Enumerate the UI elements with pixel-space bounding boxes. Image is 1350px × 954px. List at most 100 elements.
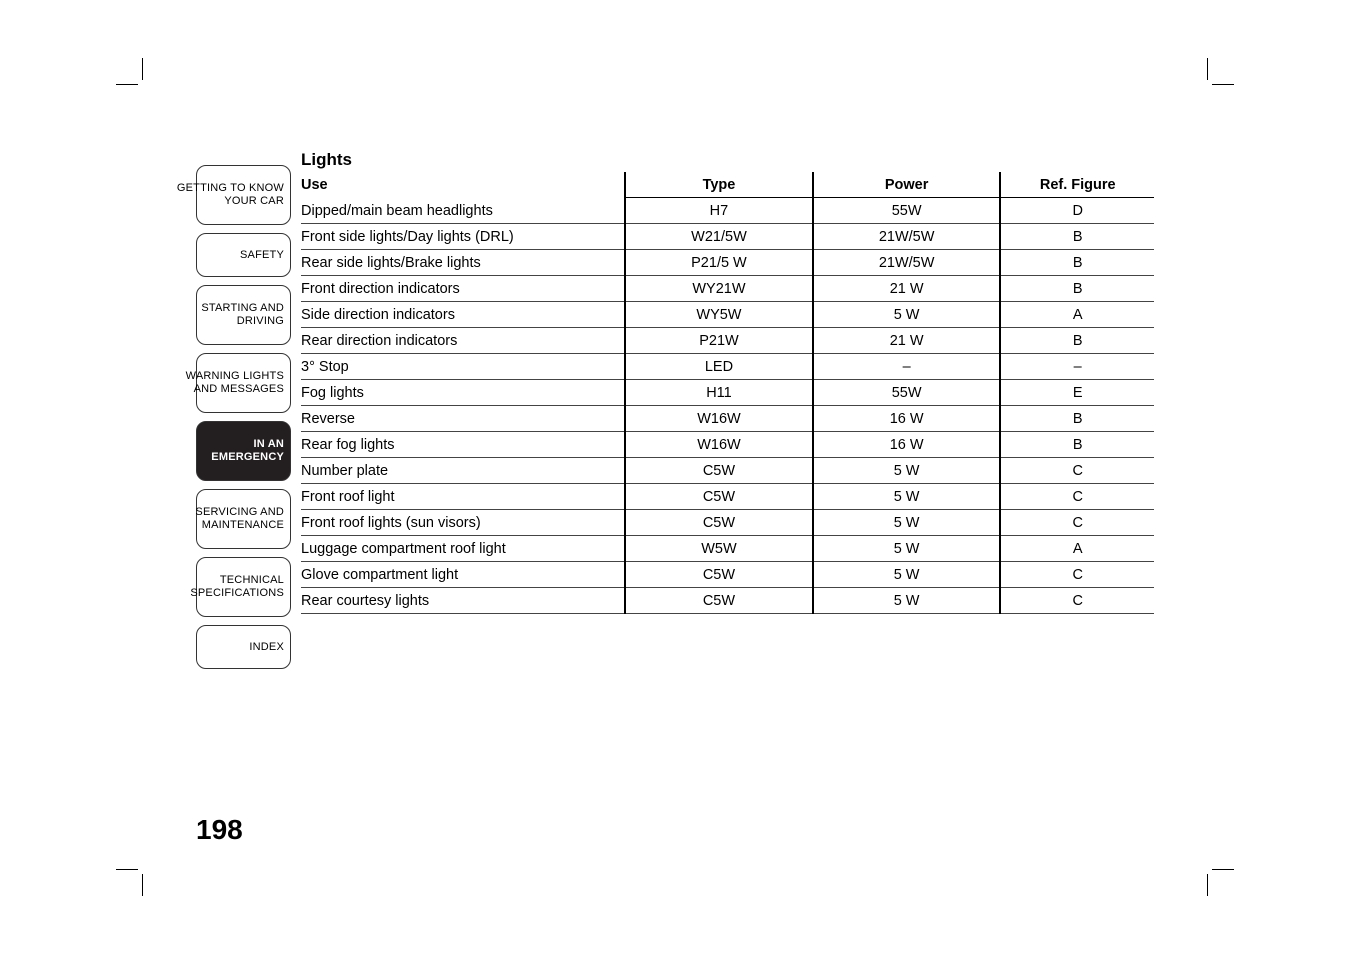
table-row: Rear fog lightsW16W16 WB	[301, 432, 1154, 458]
tab-label: WARNING LIGHTS	[186, 370, 284, 383]
cell-ref: C	[1000, 510, 1154, 536]
tab-emergency: IN AN EMERGENCY	[196, 421, 291, 481]
table-row: Number plateC5W5 WC	[301, 458, 1154, 484]
cell-power: 5 W	[813, 536, 1001, 562]
tab-label: SPECIFICATIONS	[190, 587, 284, 600]
crop-mark	[1200, 862, 1230, 892]
tab-technical-specs: TECHNICAL SPECIFICATIONS	[196, 557, 291, 617]
cell-type: W21/5W	[625, 224, 813, 250]
crop-mark	[120, 862, 150, 892]
cell-use: Front direction indicators	[301, 276, 625, 302]
tab-label: AND MESSAGES	[194, 383, 284, 396]
table-row: Luggage compartment roof lightW5W5 WA	[301, 536, 1154, 562]
table-row: Front direction indicatorsWY21W21 WB	[301, 276, 1154, 302]
cell-ref: C	[1000, 562, 1154, 588]
cell-power: 5 W	[813, 588, 1001, 614]
cell-ref: A	[1000, 302, 1154, 328]
crop-mark	[120, 62, 150, 92]
table-row: Front roof lights (sun visors)C5W5 WC	[301, 510, 1154, 536]
cell-type: H7	[625, 198, 813, 224]
cell-power: 21 W	[813, 328, 1001, 354]
table-row: ReverseW16W16 WB	[301, 406, 1154, 432]
cell-ref: C	[1000, 458, 1154, 484]
cell-ref: B	[1000, 276, 1154, 302]
cell-type: LED	[625, 354, 813, 380]
cell-power: 21W/5W	[813, 250, 1001, 276]
cell-ref: B	[1000, 432, 1154, 458]
cell-type: W5W	[625, 536, 813, 562]
cell-use: Side direction indicators	[301, 302, 625, 328]
cell-use: Fog lights	[301, 380, 625, 406]
table-header-row: Use Type Power Ref. Figure	[301, 172, 1154, 198]
tab-starting-driving: STARTING AND DRIVING	[196, 285, 291, 345]
page-content: GETTING TO KNOW YOUR CAR SAFETY STARTING…	[196, 150, 1154, 844]
cell-use: Rear courtesy lights	[301, 588, 625, 614]
table-row: Glove compartment lightC5W5 WC	[301, 562, 1154, 588]
cell-ref: B	[1000, 250, 1154, 276]
tab-index: INDEX	[196, 625, 291, 669]
cell-type: W16W	[625, 406, 813, 432]
table-row: Rear side lights/Brake lightsP21/5 W21W/…	[301, 250, 1154, 276]
tab-warning-lights: WARNING LIGHTS AND MESSAGES	[196, 353, 291, 413]
tab-safety: SAFETY	[196, 233, 291, 277]
cell-type: C5W	[625, 510, 813, 536]
cell-use: Reverse	[301, 406, 625, 432]
cell-use: Dipped/main beam headlights	[301, 198, 625, 224]
table-row: Fog lightsH1155WE	[301, 380, 1154, 406]
tab-label: SAFETY	[240, 249, 284, 262]
cell-power: 5 W	[813, 562, 1001, 588]
col-header-power: Power	[813, 172, 1001, 198]
cell-power: 21 W	[813, 276, 1001, 302]
cell-ref: D	[1000, 198, 1154, 224]
cell-power: –	[813, 354, 1001, 380]
cell-power: 5 W	[813, 458, 1001, 484]
cell-type: C5W	[625, 588, 813, 614]
tab-label: EMERGENCY	[211, 451, 284, 464]
tab-label: SERVICING AND	[195, 506, 284, 519]
cell-use: Number plate	[301, 458, 625, 484]
tab-label: MAINTENANCE	[202, 519, 284, 532]
table-row: Front roof lightC5W5 WC	[301, 484, 1154, 510]
col-header-type: Type	[625, 172, 813, 198]
cell-ref: C	[1000, 484, 1154, 510]
lights-table: Use Type Power Ref. Figure Dipped/main b…	[301, 172, 1154, 614]
cell-use: Front roof lights (sun visors)	[301, 510, 625, 536]
cell-use: Luggage compartment roof light	[301, 536, 625, 562]
cell-power: 5 W	[813, 510, 1001, 536]
page-number: 198	[196, 814, 243, 846]
cell-type: W16W	[625, 432, 813, 458]
crop-mark	[1200, 62, 1230, 92]
cell-use: Glove compartment light	[301, 562, 625, 588]
table-row: Rear courtesy lightsC5W5 WC	[301, 588, 1154, 614]
cell-power: 5 W	[813, 302, 1001, 328]
cell-type: P21W	[625, 328, 813, 354]
table-row: Side direction indicatorsWY5W5 WA	[301, 302, 1154, 328]
cell-type: C5W	[625, 458, 813, 484]
tab-label: STARTING AND	[201, 302, 284, 315]
cell-power: 5 W	[813, 484, 1001, 510]
cell-power: 55W	[813, 380, 1001, 406]
section-title: Lights	[301, 150, 1154, 170]
cell-ref: E	[1000, 380, 1154, 406]
tab-label: DRIVING	[237, 315, 284, 328]
tab-servicing: SERVICING AND MAINTENANCE	[196, 489, 291, 549]
tab-getting-to-know: GETTING TO KNOW YOUR CAR	[196, 165, 291, 225]
main-content: Lights Use Type Power Ref. Figure Dipped…	[301, 150, 1154, 614]
cell-ref: –	[1000, 354, 1154, 380]
cell-use: 3° Stop	[301, 354, 625, 380]
cell-power: 16 W	[813, 406, 1001, 432]
tab-label: INDEX	[249, 641, 284, 654]
cell-use: Rear side lights/Brake lights	[301, 250, 625, 276]
table-row: Front side lights/Day lights (DRL)W21/5W…	[301, 224, 1154, 250]
cell-type: P21/5 W	[625, 250, 813, 276]
cell-use: Front roof light	[301, 484, 625, 510]
cell-type: C5W	[625, 562, 813, 588]
table-row: 3° StopLED––	[301, 354, 1154, 380]
cell-use: Rear fog lights	[301, 432, 625, 458]
cell-type: WY21W	[625, 276, 813, 302]
cell-type: C5W	[625, 484, 813, 510]
cell-power: 16 W	[813, 432, 1001, 458]
tab-label: YOUR CAR	[224, 195, 284, 208]
cell-ref: B	[1000, 224, 1154, 250]
cell-ref: C	[1000, 588, 1154, 614]
